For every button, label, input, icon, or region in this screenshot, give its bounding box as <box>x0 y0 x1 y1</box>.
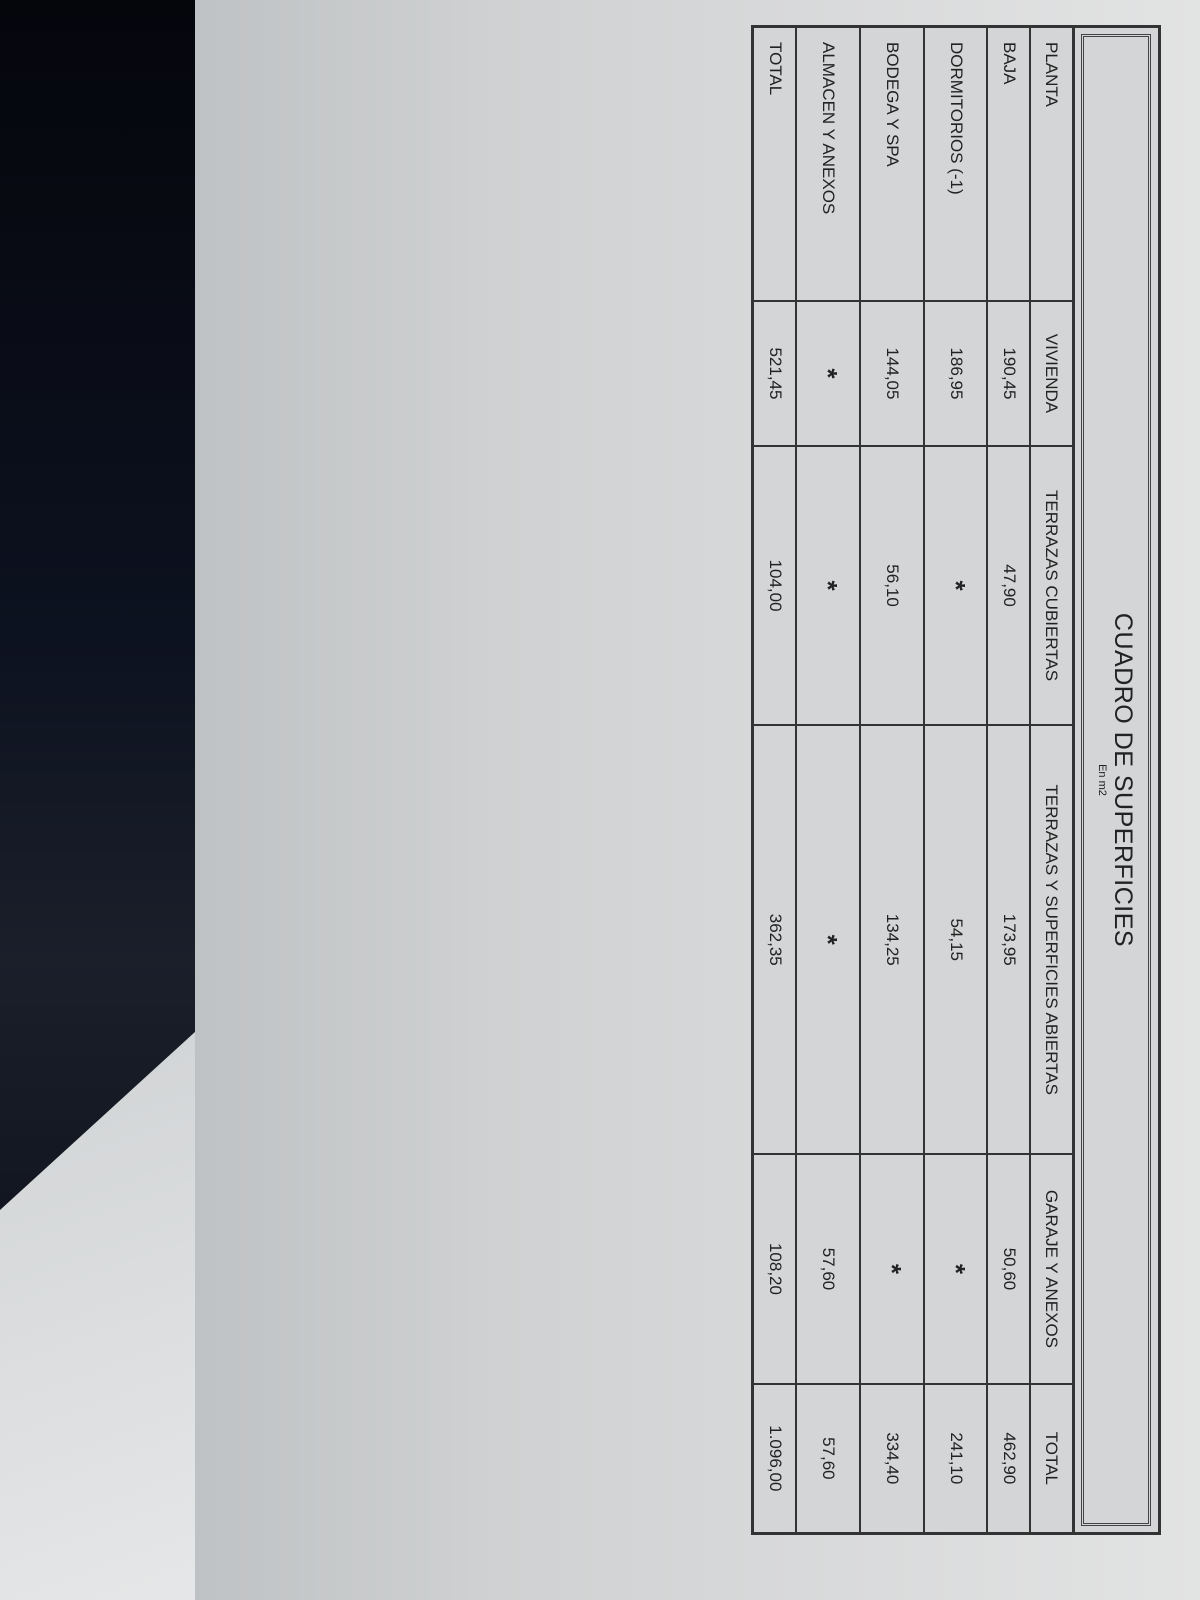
column-header: TERRAZAS Y SUPERFICIES ABIERTAS <box>1030 725 1074 1155</box>
table-cell: 241,10 <box>923 1383 988 1534</box>
table-cell: 57,60 <box>796 1154 860 1384</box>
surface-table: CUADRO DE SUPERFICIES En m2 PLANTA VIVIEN… <box>751 25 1161 1535</box>
column-header: TERRAZAS CUBIERTAS <box>1030 445 1074 726</box>
table-cell: 57,60 <box>796 1383 860 1534</box>
column-header: PLANTA <box>1030 26 1074 302</box>
unit-label: En m2 <box>1096 764 1108 796</box>
table-cell: * <box>923 1154 988 1384</box>
table-cell: 521,45 <box>752 301 797 446</box>
table-cell: * <box>796 445 860 726</box>
title-cell: CUADRO DE SUPERFICIES En m2 <box>1073 26 1160 1534</box>
surface-table-wrapper: CUADRO DE SUPERFICIES En m2 PLANTA VIVIEN… <box>751 25 1161 1535</box>
table-row: BODEGA Y SPA 144,05 56,10 134,25 * 334,40 <box>859 26 924 1534</box>
table-cell: * <box>796 725 860 1155</box>
table-cell: 104,00 <box>752 445 797 726</box>
table-cell: 190,45 <box>987 301 1030 446</box>
table-cell: 54,15 <box>923 725 988 1155</box>
table-cell: 173,95 <box>987 725 1030 1155</box>
table-cell: 56,10 <box>859 445 924 726</box>
row-label: DORMITORIOS (-1) <box>923 26 988 302</box>
header-row: PLANTA VIVIENDA TERRAZAS CUBIERTAS TERRAZAS… <box>1030 26 1074 1534</box>
table-cell: 1.096,00 <box>752 1383 797 1534</box>
title-row: CUADRO DE SUPERFICIES En m2 <box>1073 26 1160 1534</box>
table-cell: 186,95 <box>923 301 988 446</box>
row-label: BODEGA Y SPA <box>859 26 924 302</box>
row-label: BAJA <box>987 26 1030 302</box>
paper-sheet: CUADRO DE SUPERFICIES En m2 PLANTA VIVIEN… <box>195 0 1200 1600</box>
column-header: GARAJE Y ANEXOS <box>1030 1154 1074 1384</box>
table-row: BAJA 190,45 47,90 173,95 50,60 462,90 <box>987 26 1030 1534</box>
table-cell: 362,35 <box>752 725 797 1155</box>
total-row: TOTAL 521,45 104,00 362,35 108,20 1.096,00 <box>752 26 797 1534</box>
table-cell: 47,90 <box>987 445 1030 726</box>
table-cell: * <box>923 445 988 726</box>
row-label: TOTAL <box>752 26 797 302</box>
table-cell: 144,05 <box>859 301 924 446</box>
table-cell: 334,40 <box>859 1383 924 1534</box>
table-cell: 134,25 <box>859 725 924 1155</box>
table-cell: 108,20 <box>752 1154 797 1384</box>
table-cell: * <box>859 1154 924 1384</box>
table-row: ALMACEN Y ANEXOS * * * 57,60 57,60 <box>796 26 860 1534</box>
column-header: VIVIENDA <box>1030 301 1074 446</box>
table-cell: 462,90 <box>987 1383 1030 1534</box>
column-header: TOTAL <box>1030 1383 1074 1534</box>
row-label: ALMACEN Y ANEXOS <box>796 26 860 302</box>
table-cell: * <box>796 301 860 446</box>
table-cell: 50,60 <box>987 1154 1030 1384</box>
table-title: CUADRO DE SUPERFICIES <box>1109 612 1137 948</box>
table-row: DORMITORIOS (-1) 186,95 * 54,15 * 241,10 <box>923 26 988 1534</box>
